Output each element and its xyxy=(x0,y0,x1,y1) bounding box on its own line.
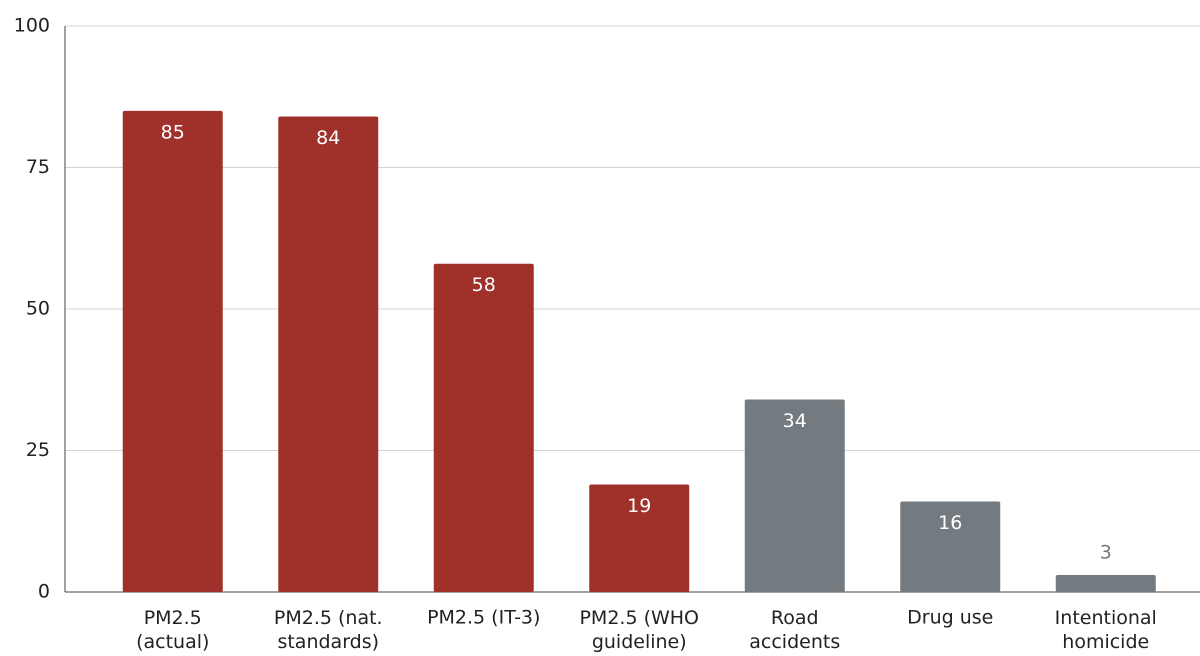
x-tick-label: Drug use xyxy=(907,607,993,629)
value-label: 19 xyxy=(627,495,651,517)
bar xyxy=(589,484,690,592)
value-label: 34 xyxy=(783,410,807,432)
bar xyxy=(1055,575,1156,592)
x-tick-label: Road accidents xyxy=(749,607,840,653)
x-tick-label: PM2.5 (actual) xyxy=(136,607,209,653)
y-tick-label: 75 xyxy=(26,156,50,178)
x-tick-label: PM2.5 (WHO guideline) xyxy=(579,607,699,653)
value-label: 58 xyxy=(472,274,496,296)
bar xyxy=(433,263,534,592)
x-tick-label: PM2.5 (nat. standards) xyxy=(274,607,383,653)
bar xyxy=(744,399,845,592)
value-label: 3 xyxy=(1100,542,1112,564)
value-label: 85 xyxy=(161,121,185,143)
x-tick-label: Intentional homicide xyxy=(1055,607,1157,653)
bar xyxy=(900,501,1001,592)
y-tick-label: 0 xyxy=(38,581,50,603)
y-tick-label: 100 xyxy=(14,15,50,37)
y-tick-label: 50 xyxy=(26,298,50,320)
value-label: 16 xyxy=(938,512,962,534)
x-tick-label: PM2.5 (IT-3) xyxy=(427,607,540,629)
bar xyxy=(278,116,379,592)
y-tick-label: 25 xyxy=(26,439,50,461)
value-label: 84 xyxy=(316,127,340,149)
bar xyxy=(122,110,223,593)
